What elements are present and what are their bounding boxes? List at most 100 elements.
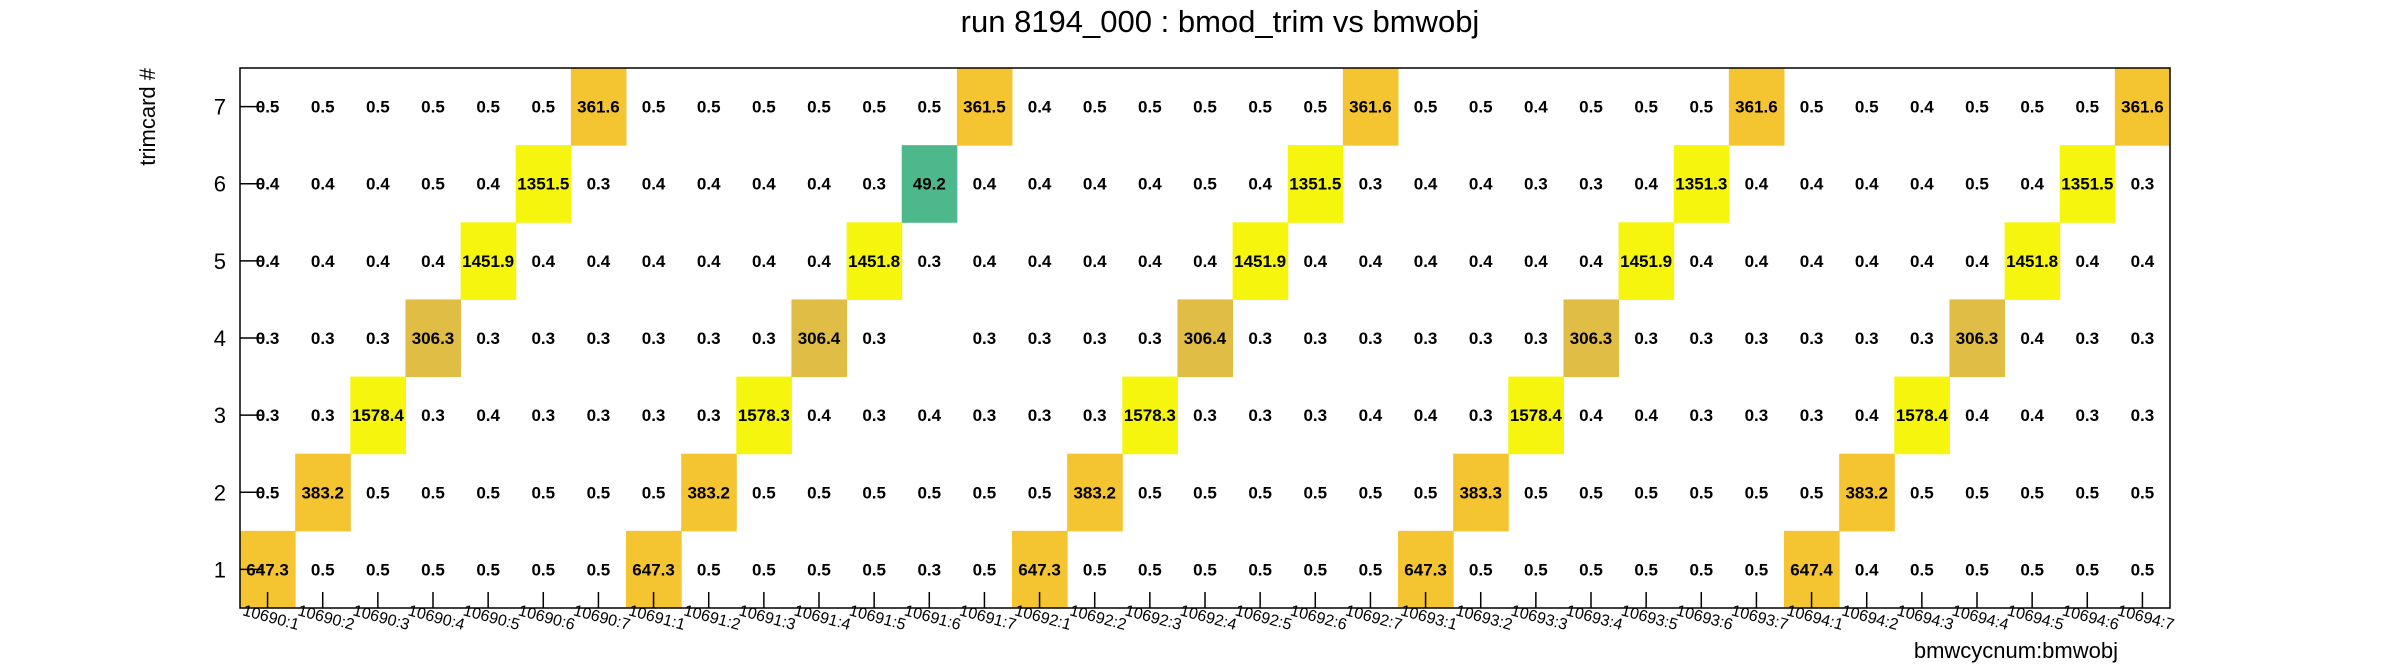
cell-value-label: 0.4 <box>1910 175 1934 194</box>
cell-value-label: 0.5 <box>1414 98 1438 117</box>
x-tick-label: 10690:7 <box>572 602 632 633</box>
cell-value-label: 0.3 <box>1083 406 1107 425</box>
x-tick-label: 10693:4 <box>1564 602 1624 633</box>
x-tick-label: 10690:3 <box>351 602 411 633</box>
heatmap-cell <box>1728 68 1785 146</box>
cell-value-label: 1451.9 <box>1620 252 1672 271</box>
cell-value-label: 0.4 <box>531 252 555 271</box>
cell-value-label: 0.5 <box>1689 560 1713 579</box>
cell-value-label: 0.3 <box>1469 406 1493 425</box>
cell-value-label: 0.5 <box>862 483 886 502</box>
cell-value-label: 0.5 <box>1303 560 1327 579</box>
x-tick-label: 10694:4 <box>1950 602 2010 633</box>
cell-value-label: 0.4 <box>1579 406 1603 425</box>
cell-value-label: 0.4 <box>1414 175 1438 194</box>
x-tick-label: 10694:7 <box>2116 602 2176 633</box>
cell-labels: 647.3 0.5 0.5 0.5 0.5 0.5 0.5 647.3 0.5 0.5 0.5 0.5… <box>246 98 2163 580</box>
cell-value-label: 361.6 <box>2121 98 2164 117</box>
cell-value-label: 0.5 <box>1193 98 1217 117</box>
x-tick-label: 10693:7 <box>1730 602 1790 633</box>
cell-value-label: 0.5 <box>1634 98 1658 117</box>
cell-value-label: 0.5 <box>1689 98 1713 117</box>
cell-value-label: 1578.3 <box>1124 406 1176 425</box>
cell-value-label: 0.5 <box>807 483 831 502</box>
heatmap-cell <box>350 376 406 455</box>
heatmap-cell <box>460 222 517 300</box>
cell-value-label: 0.5 <box>1634 560 1658 579</box>
cell-value-label: 0.3 <box>256 329 280 348</box>
cell-value-label: 0.4 <box>2131 252 2155 271</box>
cell-value-label: 0.3 <box>311 329 335 348</box>
cell-value-label: 1351.3 <box>1675 175 1727 194</box>
cell-value-label: 0.5 <box>1524 560 1548 579</box>
cell-value-label: 0.3 <box>587 406 611 425</box>
cell-value-label: 1451.9 <box>1234 252 1286 271</box>
cell-value-label: 0.3 <box>587 175 611 194</box>
cell-value-label: 383.2 <box>1845 483 1888 502</box>
cell-value-label: 0.5 <box>1469 98 1493 117</box>
cell-value-label: 0.4 <box>807 406 831 425</box>
cell-value-label: 0.3 <box>1745 406 1769 425</box>
cell-value-label: 0.4 <box>1414 252 1438 271</box>
cell-value-label: 0.3 <box>2131 406 2155 425</box>
cell-value-label: 0.5 <box>752 560 776 579</box>
heatmap-cell <box>901 145 958 223</box>
cell-value-label: 1578.4 <box>352 406 405 425</box>
cell-value-label: 0.5 <box>1855 98 1879 117</box>
heatmap-cell <box>1122 376 1178 455</box>
cell-value-label: 0.4 <box>421 252 445 271</box>
x-tick-label: 10692:2 <box>1068 602 1128 633</box>
x-tick-label: 10692:5 <box>1233 602 1293 633</box>
x-tick-label: 10693:5 <box>1619 602 1679 633</box>
cell-value-label: 0.5 <box>1248 483 1272 502</box>
cell-value-label: 0.5 <box>1028 483 1052 502</box>
cell-value-label: 0.3 <box>697 329 721 348</box>
cell-value-label: 0.4 <box>1469 175 1493 194</box>
x-tick-label: 10692:3 <box>1123 602 1183 633</box>
cell-value-label: 361.6 <box>1735 98 1778 117</box>
x-tick-label: 10691:4 <box>792 602 852 633</box>
cell-value-label: 0.4 <box>1910 98 1934 117</box>
cell-value-label: 383.2 <box>301 483 344 502</box>
cell-value-label: 0.5 <box>587 483 611 502</box>
cell-value-label: 0.5 <box>1193 560 1217 579</box>
x-tick-label: 10693:3 <box>1509 602 1569 633</box>
x-tick-label: 10690:2 <box>296 602 356 633</box>
cell-value-label: 0.4 <box>1248 175 1272 194</box>
cell-value-label: 0.5 <box>1965 98 1989 117</box>
cell-value-label: 0.5 <box>2075 483 2099 502</box>
cell-value-label: 0.5 <box>476 98 500 117</box>
x-tick-label: 10694:2 <box>1840 602 1900 633</box>
cell-value-label: 0.5 <box>752 483 776 502</box>
heatmap-cell <box>405 299 462 378</box>
cell-value-label: 0.5 <box>1469 560 1493 579</box>
cell-value-label: 0.4 <box>1855 406 1879 425</box>
cell-value-label: 1578.4 <box>1896 406 1949 425</box>
heatmap-cell <box>1067 453 1123 532</box>
cell-value-label: 0.3 <box>256 406 280 425</box>
cell-value-label: 0.4 <box>2075 252 2099 271</box>
cell-value-label: 0.3 <box>2131 329 2155 348</box>
cell-value-label: 0.4 <box>1800 252 1824 271</box>
cell-value-label: 0.3 <box>531 329 555 348</box>
cell-value-label: 0.3 <box>2075 406 2099 425</box>
cell-value-label: 0.3 <box>1303 329 1327 348</box>
heatmap-cell <box>1232 222 1289 300</box>
cell-value-label: 0.4 <box>973 252 997 271</box>
cell-value-label: 0.5 <box>476 483 500 502</box>
cell-value-label: 0.5 <box>421 175 445 194</box>
y-tick-label: 4 <box>214 326 226 351</box>
heatmap-cell <box>1673 145 1730 223</box>
cell-value-label: 0.4 <box>587 252 611 271</box>
cell-value-label: 0.5 <box>1303 483 1327 502</box>
cell-value-label: 0.3 <box>973 329 997 348</box>
cell-value-label: 1351.5 <box>1289 175 1341 194</box>
cell-value-label: 0.5 <box>1193 175 1217 194</box>
cell-value-label: 0.4 <box>311 175 335 194</box>
cell-value-label: 0.3 <box>1524 175 1548 194</box>
cell-value-label: 0.3 <box>531 406 555 425</box>
cell-value-label: 0.5 <box>1248 98 1272 117</box>
cell-value-label: 0.4 <box>697 175 721 194</box>
cell-value-label: 0.4 <box>1359 252 1383 271</box>
x-tick-label: 10694:3 <box>1895 602 1955 633</box>
